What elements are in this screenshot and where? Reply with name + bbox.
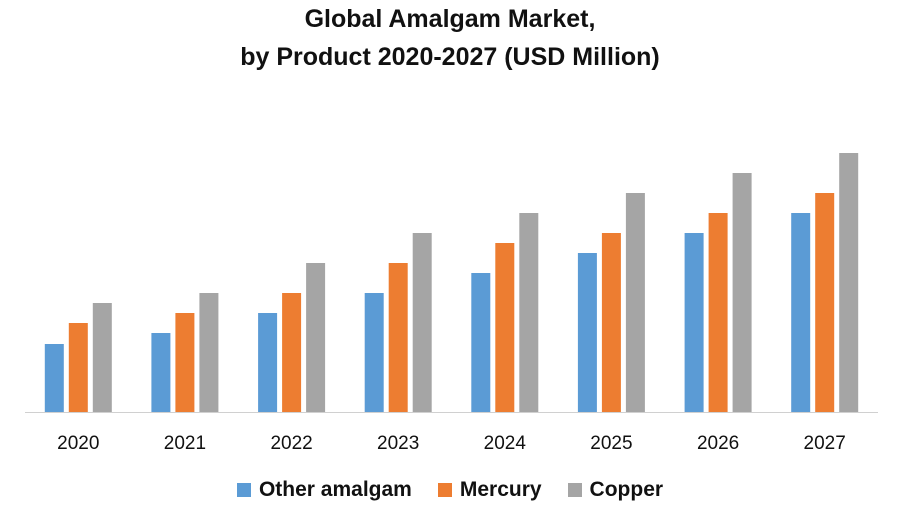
legend-swatch-mercury: [437, 483, 452, 497]
bar-other-amalgam-2022: [258, 313, 278, 412]
bar-copper-2022: [306, 263, 326, 412]
bar-copper-2027: [839, 153, 859, 412]
bar-other-amalgam-2025: [577, 253, 597, 412]
bar-copper-2024: [519, 213, 539, 412]
x-tick-labels: 2020 2021 2022 2023 2024 2025 2026 2027: [57, 433, 846, 454]
legend-item-copper: Copper: [567, 478, 664, 502]
bar-other-amalgam-2021: [151, 333, 171, 412]
chart-title-line-2: by Product 2020-2027 (USD Million): [240, 43, 660, 71]
legend-swatch-other-amalgam: [236, 483, 251, 497]
x-tick-label-2027: 2027: [804, 433, 846, 454]
bar-other-amalgam-2020: [44, 344, 64, 412]
legend-label-mercury: Mercury: [459, 478, 542, 501]
bars-group: [44, 153, 859, 412]
legend-label-copper: Copper: [589, 478, 664, 501]
legend-swatch-copper: [567, 483, 582, 497]
bar-mercury-2026: [708, 213, 728, 412]
legend-label-other-amalgam: Other amalgam: [258, 478, 412, 501]
bar-copper-2026: [732, 173, 752, 412]
x-tick-label-2024: 2024: [484, 433, 527, 454]
bar-other-amalgam-2024: [471, 273, 491, 412]
bar-mercury-2020: [68, 323, 88, 412]
bar-mercury-2024: [495, 243, 515, 412]
legend: Other amalgam Mercury Copper: [0, 478, 900, 502]
bar-other-amalgam-2023: [364, 293, 384, 412]
bar-copper-2025: [625, 193, 645, 412]
bar-mercury-2023: [388, 263, 408, 412]
x-tick-label-2022: 2022: [270, 433, 312, 454]
bar-copper-2021: [199, 293, 219, 412]
x-tick-label-2025: 2025: [590, 433, 632, 454]
bar-other-amalgam-2027: [791, 213, 811, 412]
chart-title-line-1: Global Amalgam Market,: [304, 5, 596, 33]
legend-item-mercury: Mercury: [437, 478, 542, 502]
bar-mercury-2027: [815, 193, 835, 412]
bar-other-amalgam-2026: [684, 233, 704, 412]
legend-item-other-amalgam: Other amalgam: [236, 478, 412, 502]
x-tick-label-2026: 2026: [697, 433, 739, 454]
bar-mercury-2022: [282, 293, 302, 412]
bar-copper-2020: [92, 303, 112, 412]
bar-mercury-2021: [175, 313, 195, 412]
x-tick-label-2020: 2020: [57, 433, 99, 454]
bar-copper-2023: [412, 233, 432, 412]
x-tick-label-2021: 2021: [164, 433, 206, 454]
bar-mercury-2025: [601, 233, 621, 412]
x-tick-label-2023: 2023: [377, 433, 419, 454]
